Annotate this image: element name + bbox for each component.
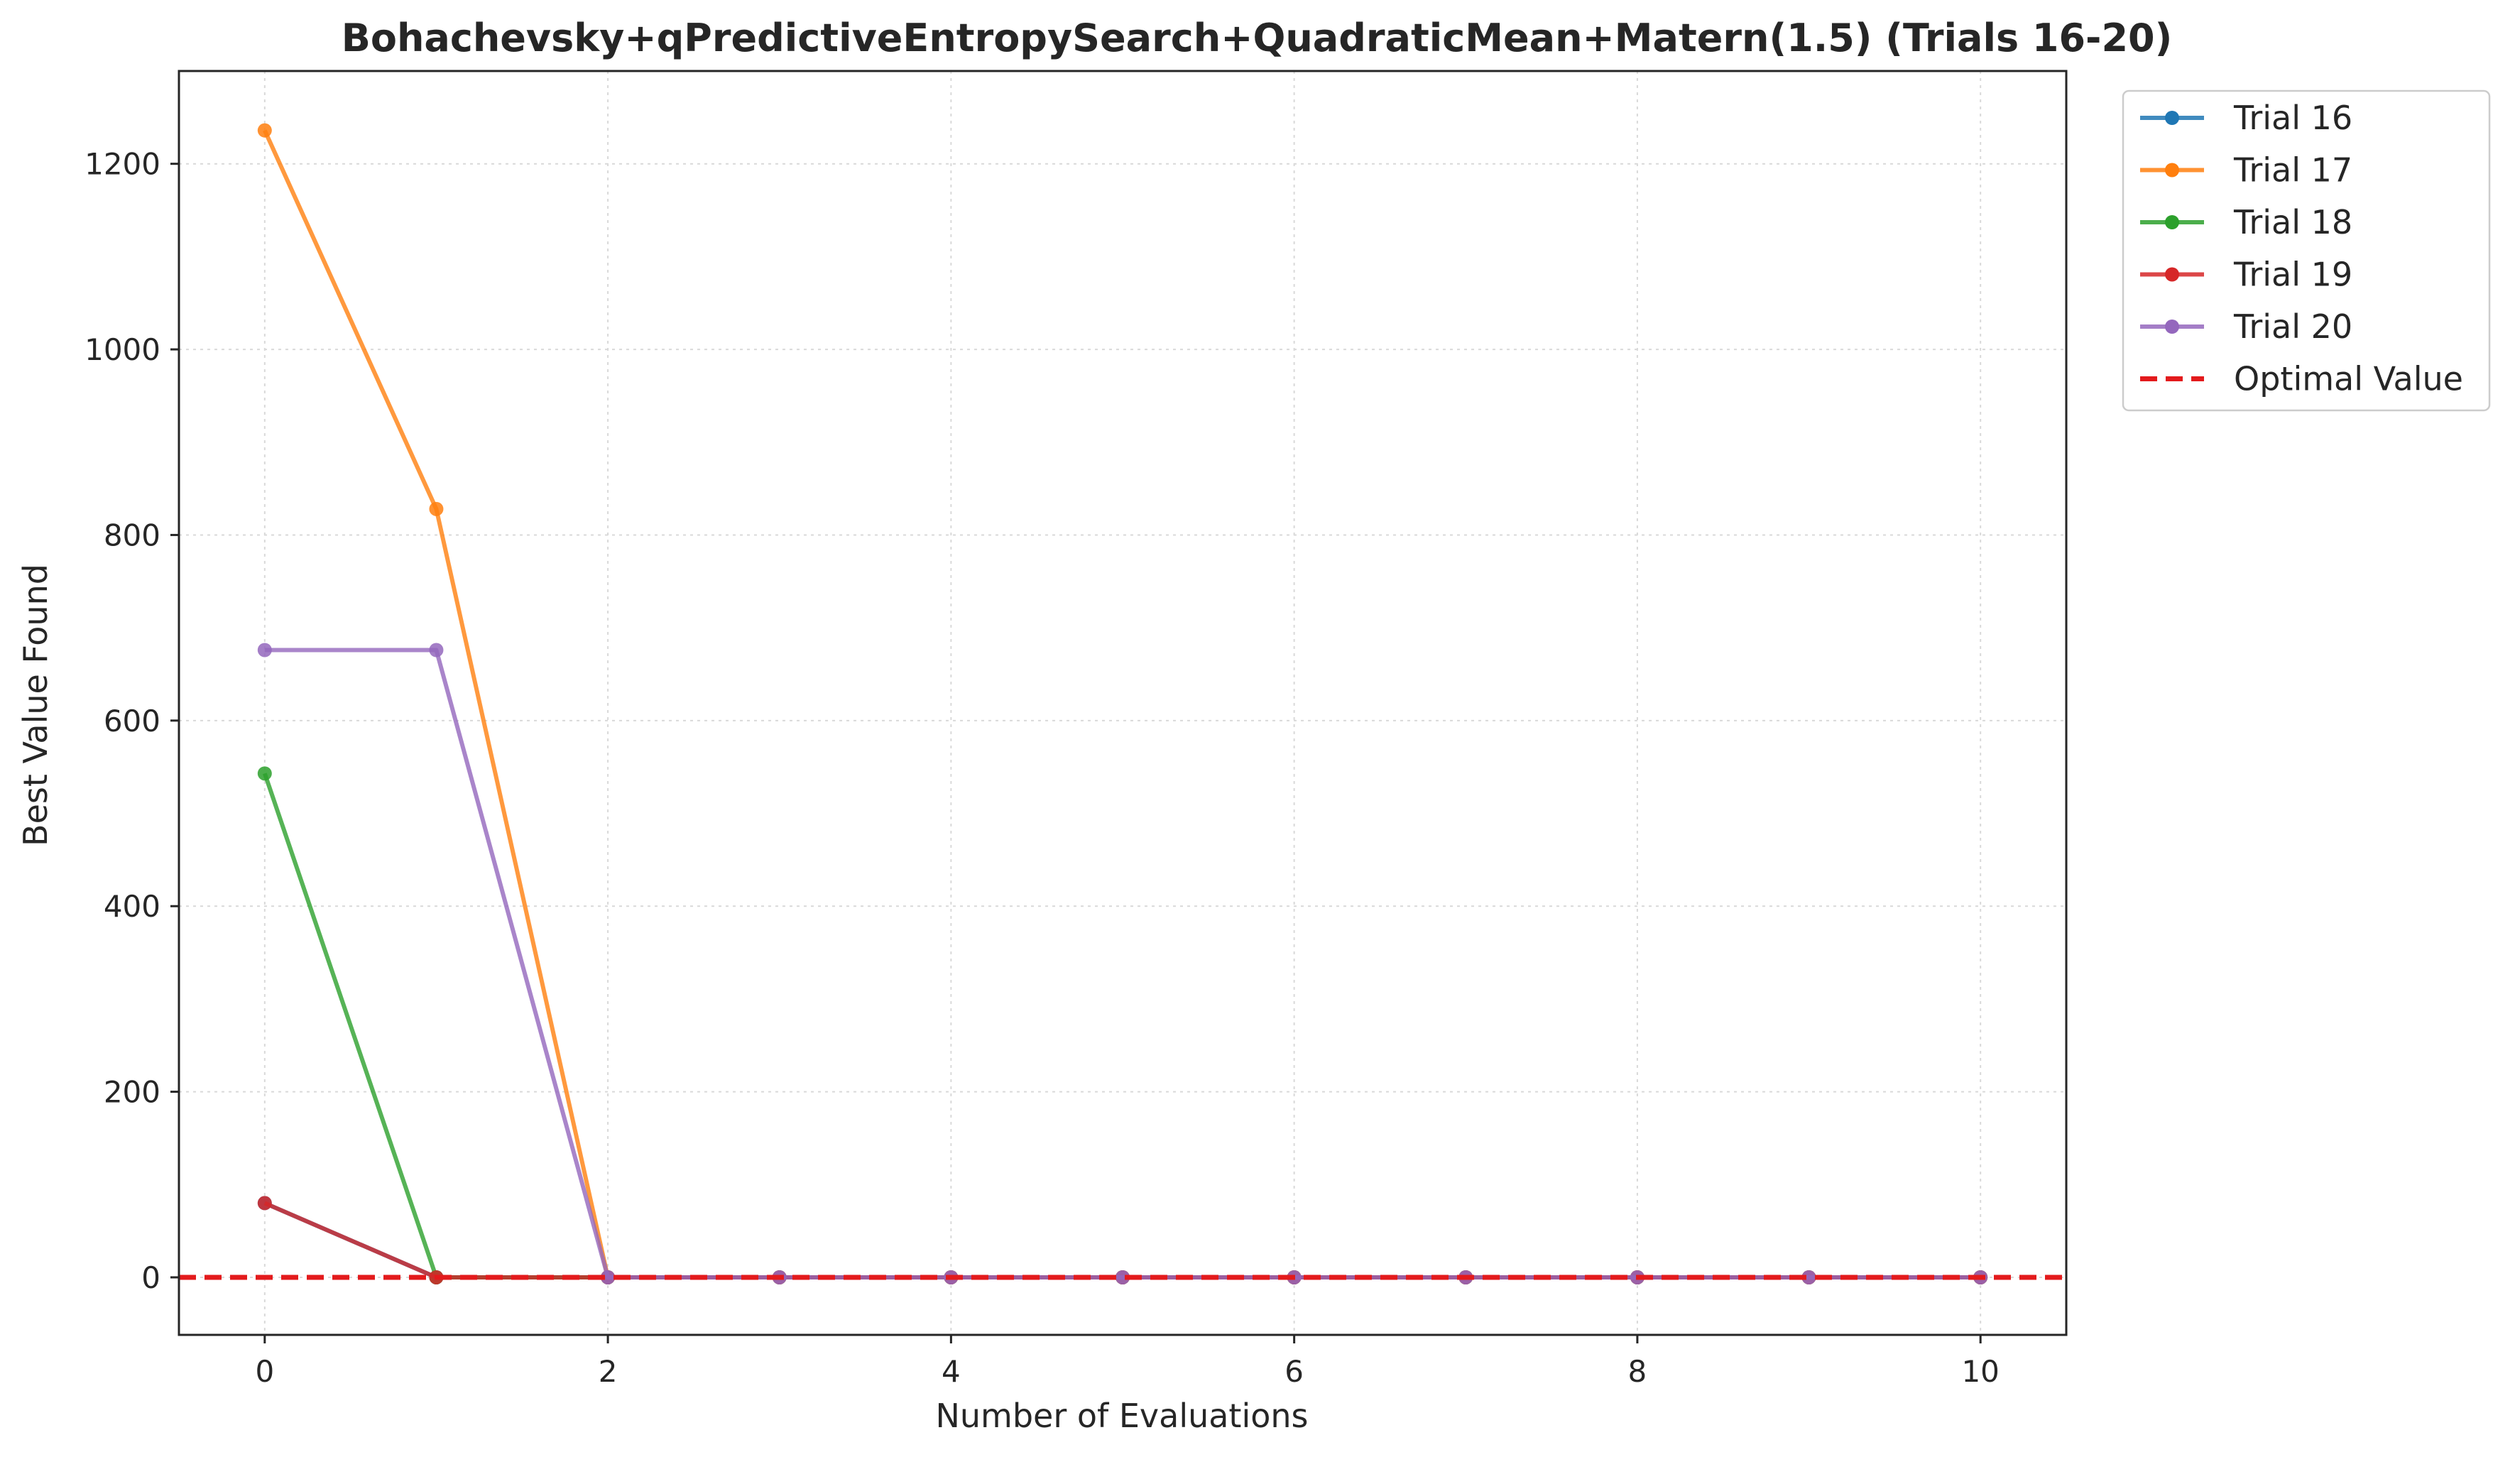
y-tick-label: 400 <box>104 889 160 924</box>
y-axis-label: Best Value Found <box>16 564 55 846</box>
data-point <box>601 1270 616 1284</box>
x-axis-ticks: 0 2 4 6 8 10 <box>255 1335 2000 1389</box>
legend-marker <box>2165 111 2179 125</box>
y-tick-label: 800 <box>104 518 160 552</box>
y-tick-label: 0 <box>141 1260 160 1295</box>
x-tick-label: 4 <box>942 1354 961 1389</box>
legend-box <box>2122 89 2491 412</box>
data-point <box>1116 1270 1130 1284</box>
x-axis-label: Number of Evaluations <box>935 1397 1308 1435</box>
legend-entry: Trial 17 <box>2140 151 2352 190</box>
legend-label: Trial 16 <box>2233 99 2352 137</box>
y-axis-ticks: 0 200 400 600 800 1000 1200 <box>84 147 179 1295</box>
data-point <box>257 643 272 657</box>
legend-entry: Optimal Value <box>2140 360 2463 398</box>
x-tick-label: 2 <box>599 1354 618 1389</box>
legend-marker <box>2165 215 2179 229</box>
legend-marker <box>2165 267 2179 282</box>
legend-entry: Trial 19 <box>2140 256 2352 294</box>
y-tick-label: 1200 <box>84 147 160 182</box>
x-tick-label: 6 <box>1284 1354 1304 1389</box>
x-tick-label: 8 <box>1628 1354 1647 1389</box>
series-layer <box>179 123 2066 1284</box>
data-point <box>429 501 444 516</box>
legend: Trial 16 Trial 17 Trial 18 Trial 19 Trial 20… <box>2122 89 2491 412</box>
data-point <box>1801 1270 1816 1284</box>
legend-label: Trial 17 <box>2233 151 2352 190</box>
x-tick-label: 0 <box>255 1354 274 1389</box>
data-point <box>429 643 444 657</box>
x-tick-label: 10 <box>1961 1354 1999 1389</box>
legend-entry: Trial 18 <box>2140 203 2352 241</box>
legend-label: Trial 19 <box>2233 256 2352 294</box>
legend-entry: Trial 20 <box>2140 307 2352 346</box>
y-tick-label: 1000 <box>84 332 160 367</box>
legend-label: Trial 20 <box>2233 307 2352 346</box>
legend-marker <box>2165 163 2179 178</box>
grid-layer <box>179 71 2066 1335</box>
data-point <box>257 123 272 138</box>
legend-label: Trial 18 <box>2233 203 2352 241</box>
plot-frame <box>178 70 2068 1336</box>
data-point <box>257 1196 272 1211</box>
y-tick-label: 600 <box>104 704 160 738</box>
legend-label: Optimal Value <box>2234 360 2463 398</box>
data-point <box>257 766 272 781</box>
chart-title: Bohachevsky+qPredictiveEntropySearch+Qua… <box>342 16 2173 60</box>
y-tick-label: 200 <box>104 1075 160 1110</box>
legend-marker <box>2165 320 2179 334</box>
legend-entry: Trial 16 <box>2140 99 2352 137</box>
